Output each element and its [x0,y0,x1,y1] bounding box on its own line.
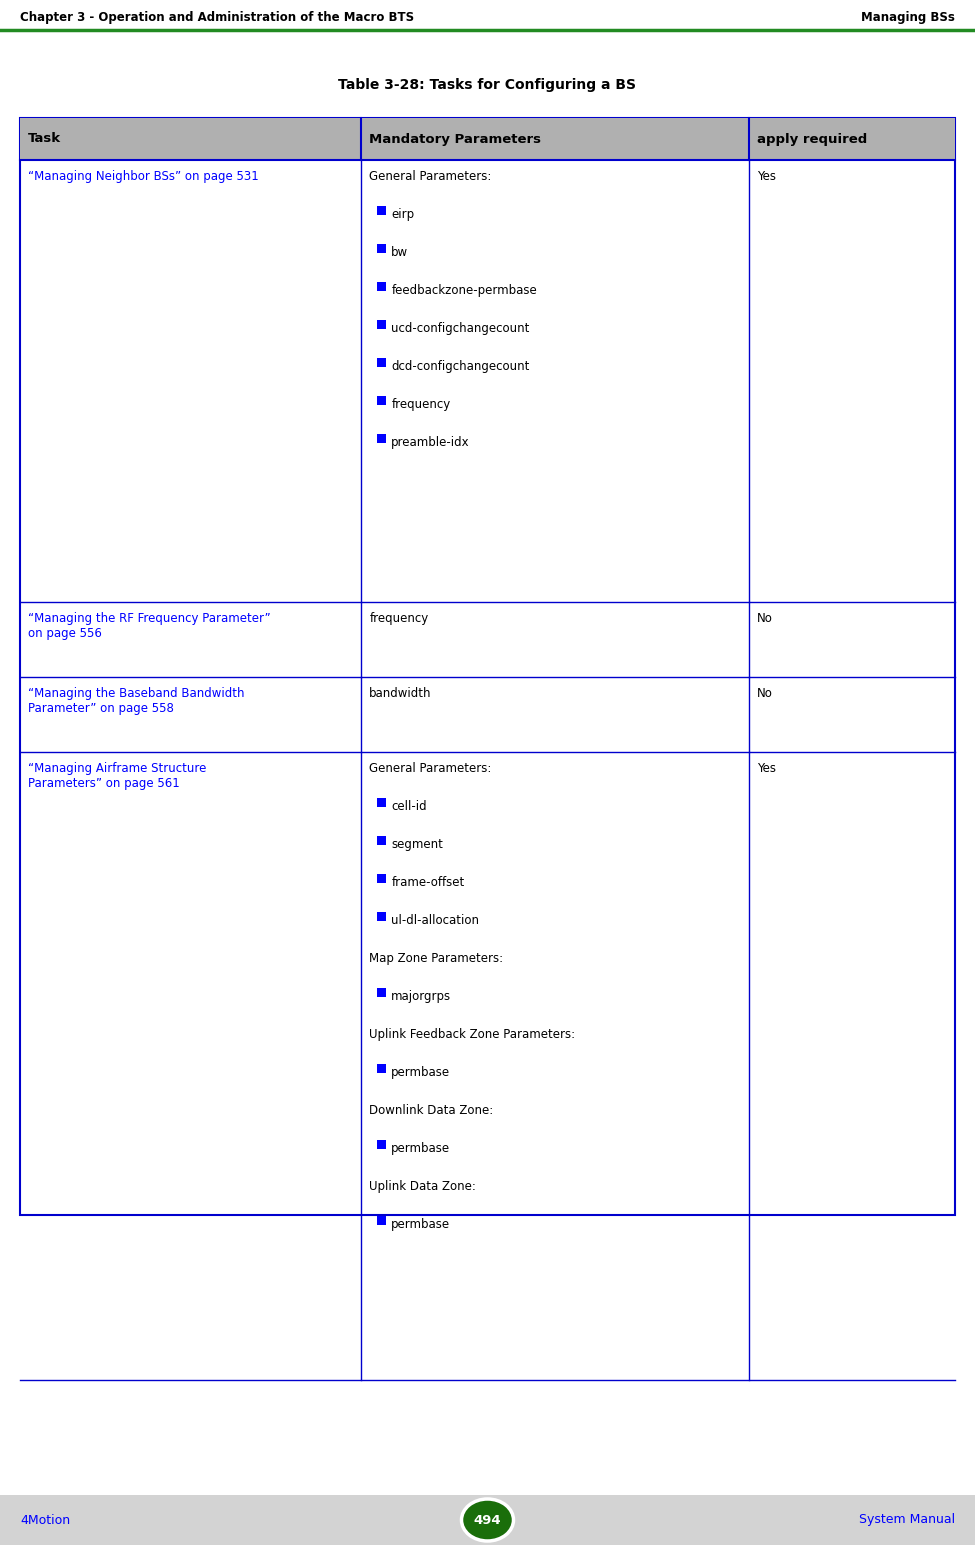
Bar [377,320,386,329]
Bar [377,1216,386,1225]
Bar [377,874,386,882]
Text: frequency: frequency [391,399,450,411]
Text: bandwidth: bandwidth [370,688,432,700]
Text: “Managing the RF Frequency Parameter”
on page 556: “Managing the RF Frequency Parameter” on… [28,612,271,640]
Text: 4Motion: 4Motion [20,1514,70,1526]
Text: Downlink Data Zone:: Downlink Data Zone: [370,1105,493,1117]
Text: apply required: apply required [758,133,868,145]
Text: General Parameters:: General Parameters: [370,762,491,776]
Text: permbase: permbase [391,1217,450,1231]
Text: No: No [758,688,773,700]
Ellipse shape [461,1499,514,1540]
Text: ul-dl-allocation: ul-dl-allocation [391,915,480,927]
Bar [377,434,386,443]
Bar [377,1140,386,1149]
Bar [377,912,386,921]
Text: Map Zone Parameters:: Map Zone Parameters: [370,952,503,966]
Text: System Manual: System Manual [859,1514,955,1526]
Text: Mandatory Parameters: Mandatory Parameters [370,133,541,145]
Bar [377,396,386,405]
Bar [20,117,955,1214]
Bar [377,244,386,253]
Text: cell-id: cell-id [391,800,427,813]
Bar [377,1065,386,1072]
Bar [0,1496,975,1545]
Text: majorgrps: majorgrps [391,990,451,1003]
Bar [377,205,386,215]
Text: Table 3-28: Tasks for Configuring a BS: Table 3-28: Tasks for Configuring a BS [338,77,637,93]
Text: “Managing Airframe Structure
Parameters” on page 561: “Managing Airframe Structure Parameters”… [28,762,207,789]
Text: “Managing the Baseband Bandwidth
Parameter” on page 558: “Managing the Baseband Bandwidth Paramet… [28,688,245,715]
Text: Uplink Data Zone:: Uplink Data Zone: [370,1180,476,1193]
Text: Yes: Yes [758,170,776,182]
Text: eirp: eirp [391,209,414,221]
Text: permbase: permbase [391,1066,450,1078]
Bar [377,281,386,290]
Text: Managing BSs: Managing BSs [861,11,955,25]
Bar [377,358,386,366]
Text: dcd-configchangecount: dcd-configchangecount [391,360,529,372]
Text: frequency: frequency [370,612,429,626]
Text: General Parameters:: General Parameters: [370,170,491,182]
Text: Yes: Yes [758,762,776,776]
Text: Task: Task [28,133,61,145]
Bar [20,117,955,161]
Text: No: No [758,612,773,626]
Text: segment: segment [391,837,444,851]
Text: ucd-configchangecount: ucd-configchangecount [391,321,529,335]
Text: Chapter 3 - Operation and Administration of the Macro BTS: Chapter 3 - Operation and Administration… [20,11,414,25]
Text: “Managing Neighbor BSs” on page 531: “Managing Neighbor BSs” on page 531 [28,170,258,182]
Text: bw: bw [391,246,409,260]
Text: frame-offset: frame-offset [391,876,464,888]
Text: preamble-idx: preamble-idx [391,436,470,450]
Bar [377,987,386,997]
Text: Uplink Feedback Zone Parameters:: Uplink Feedback Zone Parameters: [370,1027,575,1041]
Bar [377,797,386,806]
Bar [377,836,386,845]
Text: permbase: permbase [391,1142,450,1156]
Text: 494: 494 [474,1514,501,1526]
Text: feedbackzone-permbase: feedbackzone-permbase [391,284,537,297]
